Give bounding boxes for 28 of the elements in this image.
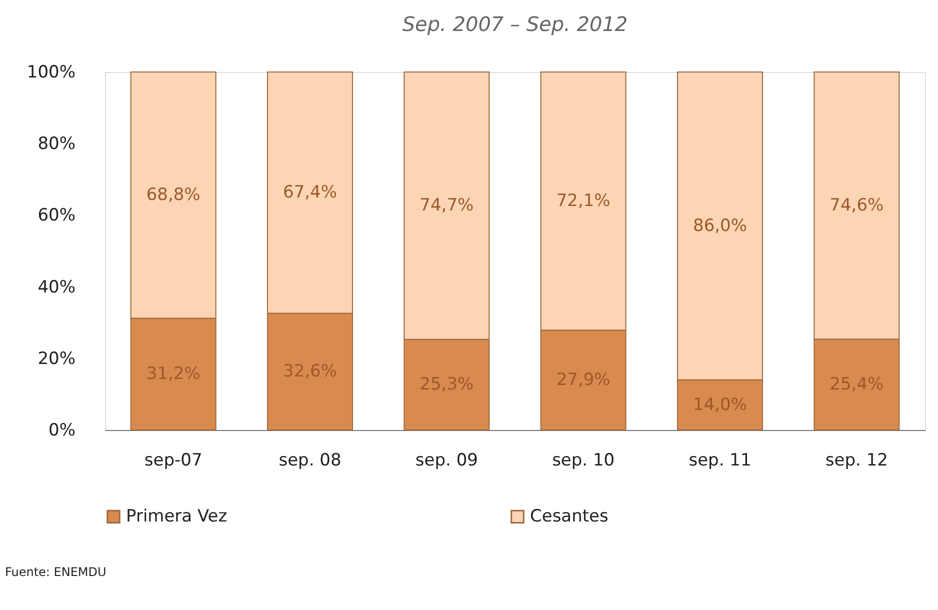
data-label: 72,1% bbox=[556, 191, 610, 212]
data-label: 14,0% bbox=[692, 394, 748, 415]
y-tick-label: 60% bbox=[38, 206, 76, 226]
legend-label: Cesantes bbox=[530, 506, 608, 527]
x-tick-label: sep-07 bbox=[144, 450, 202, 470]
data-label: 25,4% bbox=[830, 374, 884, 395]
y-tick-label: 20% bbox=[38, 348, 76, 369]
chart-title: Sep. 2007 – Sep. 2012 bbox=[402, 12, 628, 36]
data-label: 86,0% bbox=[692, 216, 748, 236]
y-tick-label: 100% bbox=[26, 62, 76, 82]
data-label: 67,4% bbox=[282, 182, 338, 203]
data-label: 32,6% bbox=[282, 362, 338, 382]
x-tick-label: sep. 11 bbox=[688, 450, 752, 470]
y-tick-label: 80% bbox=[38, 134, 76, 154]
y-tick-label: 0% bbox=[48, 420, 76, 440]
data-label: 27,9% bbox=[556, 370, 610, 390]
source-note: Fuente: ENEMDU bbox=[5, 565, 106, 579]
data-label: 25,3% bbox=[420, 374, 474, 395]
legend-label: Primera Vez bbox=[126, 506, 228, 527]
data-label: 74,7% bbox=[420, 196, 474, 216]
data-label: 68,8% bbox=[146, 185, 200, 206]
data-label: 74,6% bbox=[830, 196, 884, 216]
y-tick-label: 40% bbox=[38, 277, 76, 298]
x-tick-label: sep. 10 bbox=[552, 450, 615, 470]
x-tick-label: sep. 12 bbox=[825, 450, 888, 470]
x-tick-label: sep. 08 bbox=[278, 450, 342, 470]
data-label: 31,2% bbox=[146, 364, 200, 384]
x-tick-label: sep. 09 bbox=[415, 450, 478, 470]
